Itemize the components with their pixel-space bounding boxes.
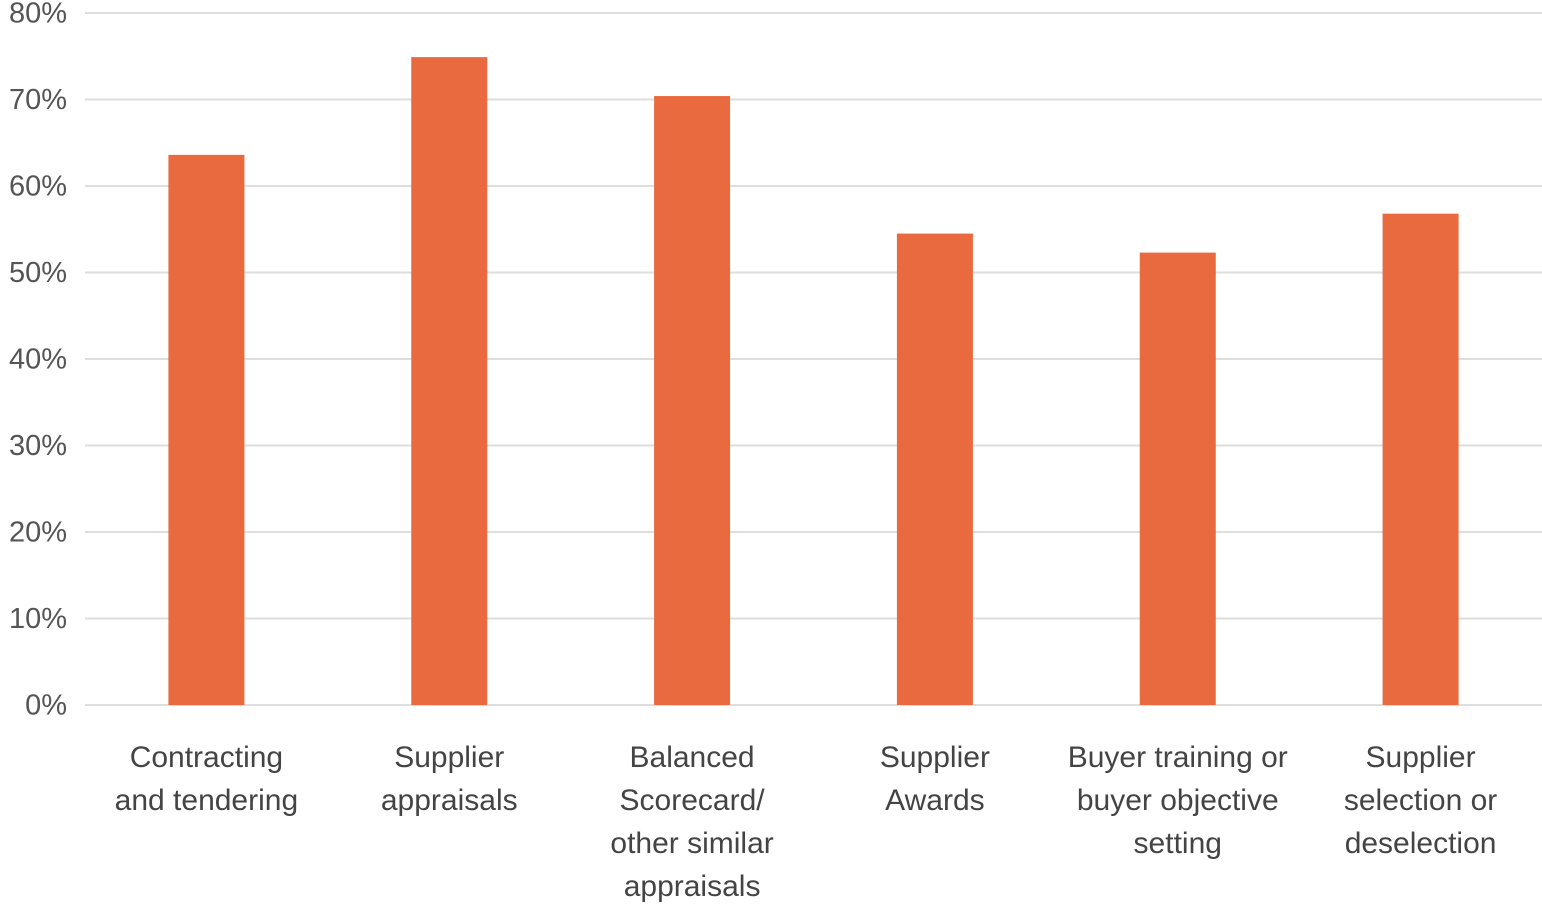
y-tick-label: 40% bbox=[9, 344, 67, 376]
y-tick-label: 20% bbox=[9, 517, 67, 549]
y-tick-label: 0% bbox=[25, 690, 67, 722]
bar bbox=[411, 57, 488, 706]
bar bbox=[654, 96, 731, 706]
x-tick-label: Balanced Scorecard/ other similar apprai… bbox=[610, 741, 774, 903]
y-tick-label: 50% bbox=[9, 257, 67, 289]
x-tick-label: Supplier appraisals bbox=[380, 741, 518, 817]
bar bbox=[168, 154, 245, 706]
bar bbox=[1139, 252, 1216, 706]
y-tick-label: 10% bbox=[9, 603, 67, 635]
x-tick-label: Buyer training or buyer objective settin… bbox=[1067, 741, 1288, 860]
x-tick-label: Supplier selection or deselection bbox=[1343, 741, 1498, 860]
bar bbox=[1382, 213, 1459, 705]
y-tick-label: 60% bbox=[9, 171, 67, 203]
x-tick-label: Contracting and tendering bbox=[114, 741, 299, 817]
y-tick-label: 70% bbox=[9, 84, 67, 116]
x-tick-label: Supplier Awards bbox=[879, 741, 990, 817]
y-tick-label: 30% bbox=[9, 430, 67, 462]
y-tick-label: 80% bbox=[9, 0, 67, 30]
bar bbox=[896, 233, 973, 705]
